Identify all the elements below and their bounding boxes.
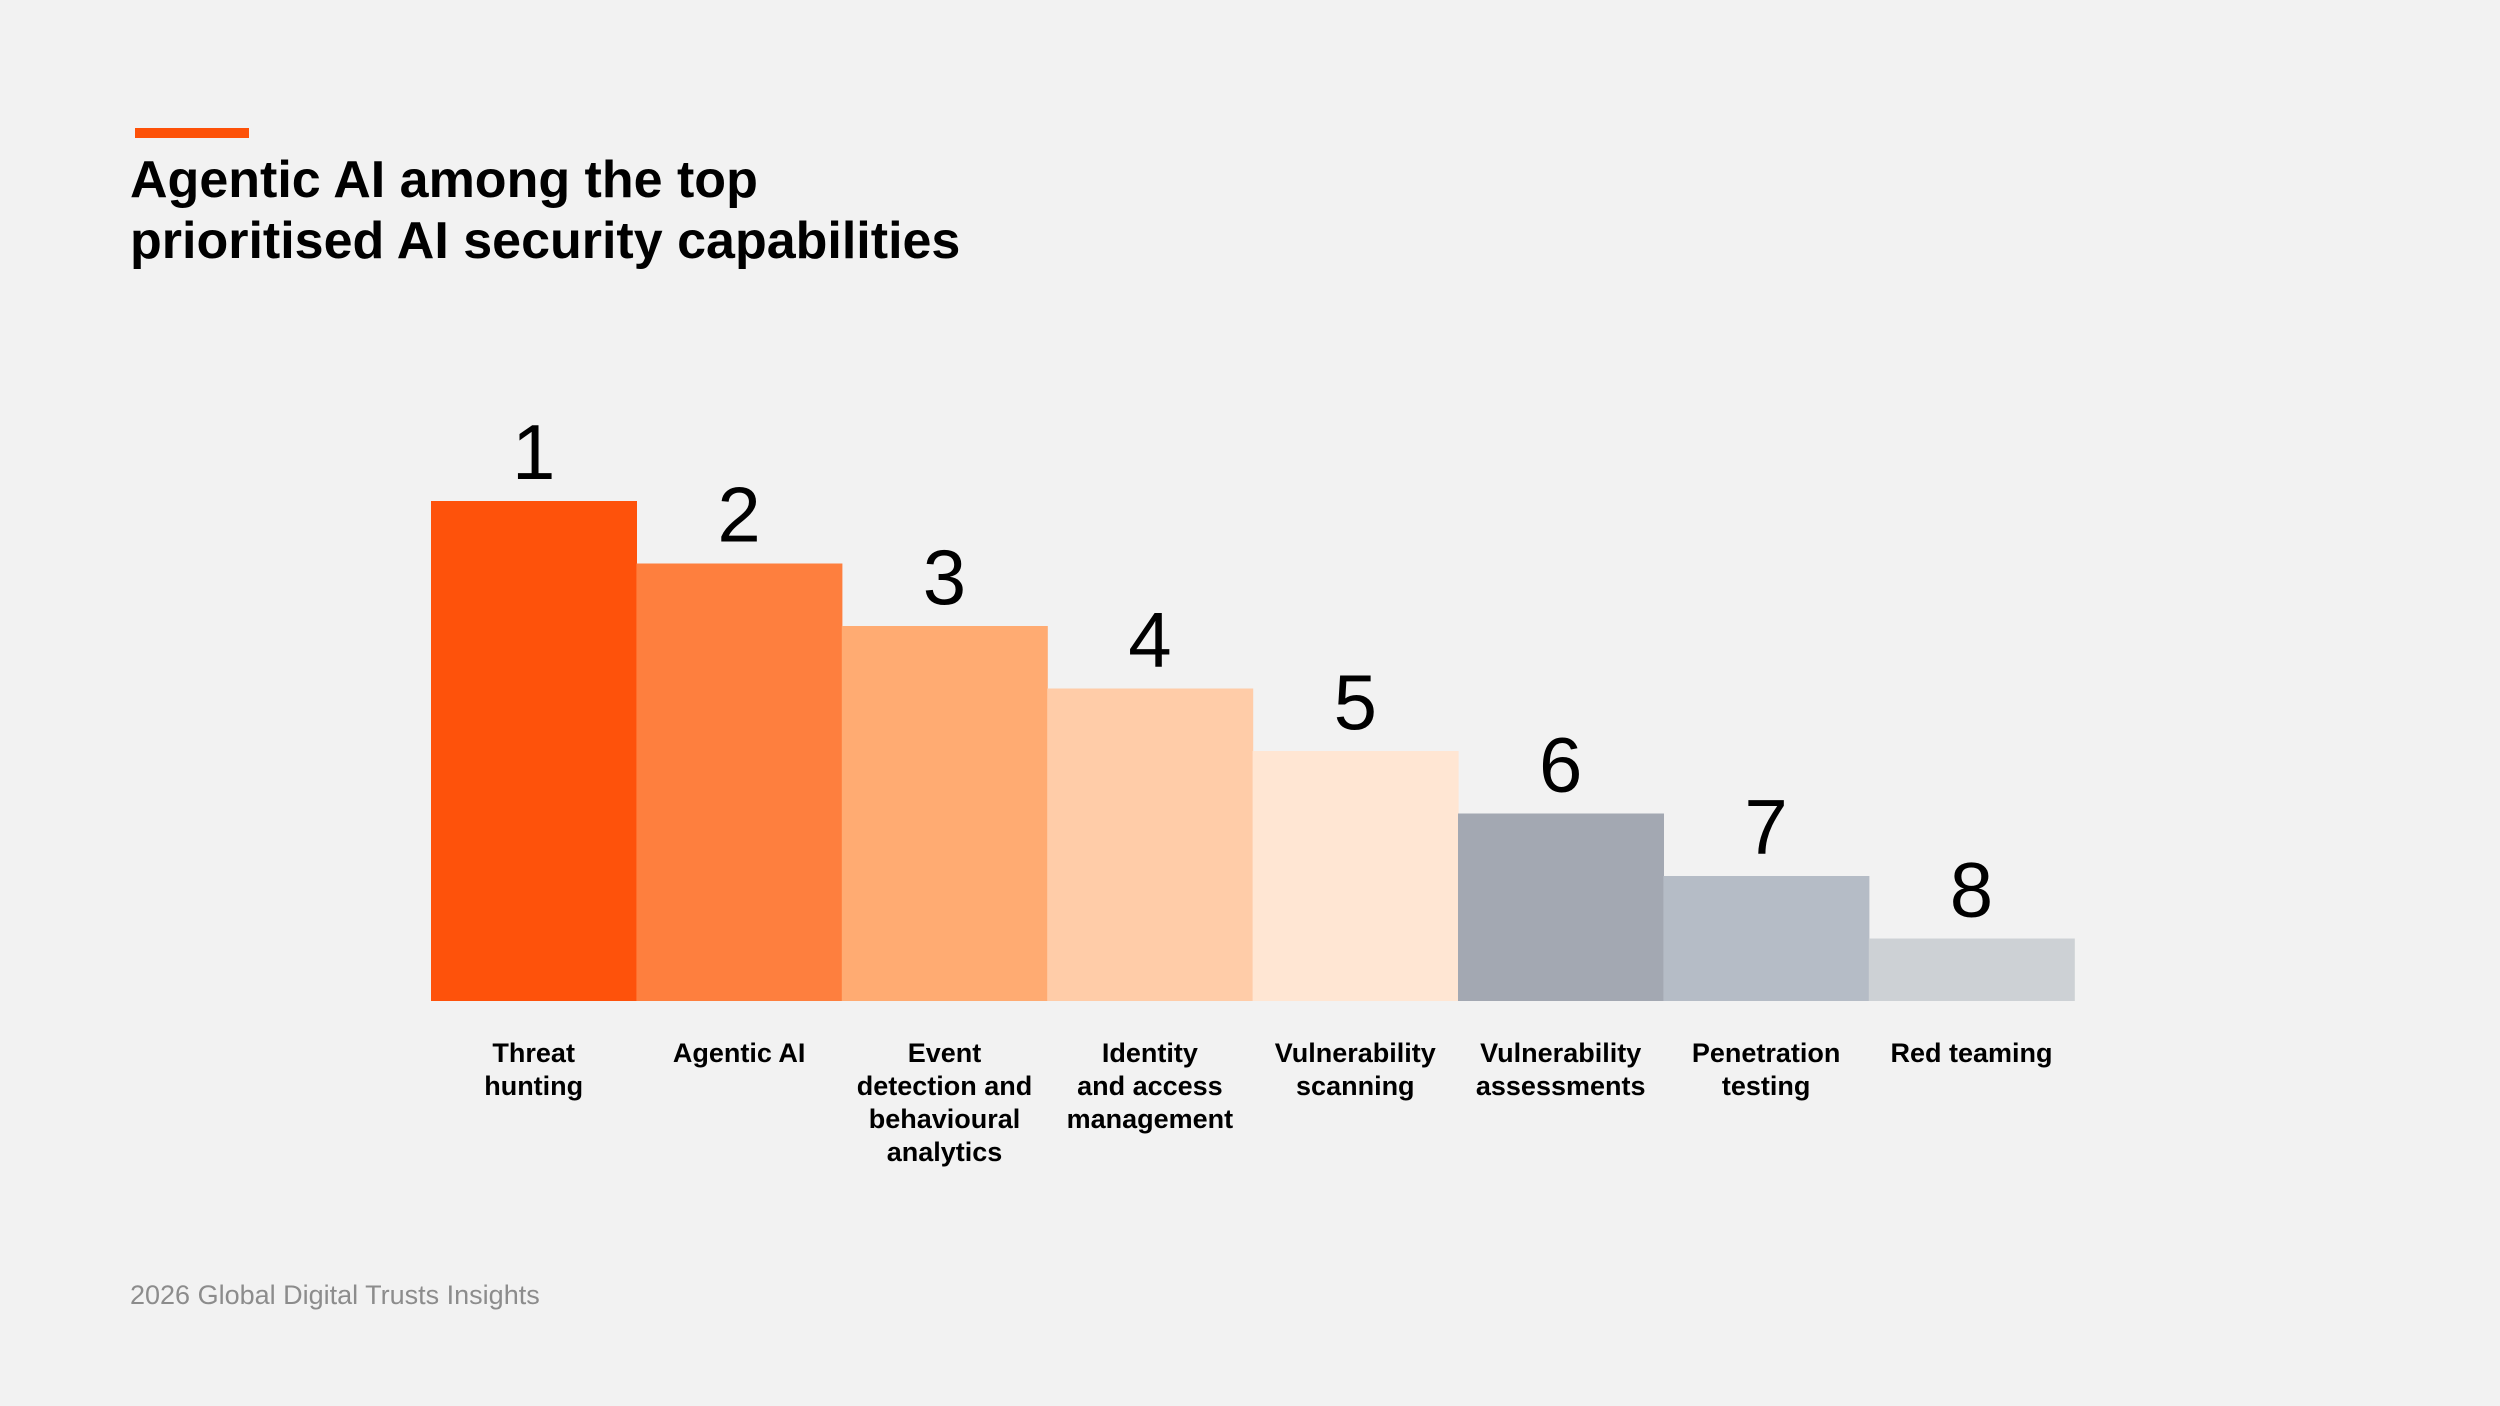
category-label: Threat hunting bbox=[484, 1038, 583, 1101]
bar-rank-4 bbox=[1047, 688, 1254, 1001]
category-label-line: analytics bbox=[887, 1137, 1003, 1167]
rank-label: 6 bbox=[1539, 721, 1582, 809]
bar-rank-6 bbox=[1458, 813, 1664, 1001]
rank-label: 5 bbox=[1334, 658, 1377, 746]
category-label-line: scanning bbox=[1296, 1071, 1415, 1101]
category-label-line: Event bbox=[908, 1038, 982, 1068]
category-label: Agentic AI bbox=[673, 1038, 806, 1068]
category-label-line: management bbox=[1067, 1104, 1234, 1134]
category-label-line: hunting bbox=[484, 1071, 583, 1101]
bar-rank-2 bbox=[636, 563, 843, 1001]
bar-rank-3 bbox=[841, 626, 1048, 1001]
source-footer: 2026 Global Digital Trusts Insights bbox=[130, 1280, 540, 1310]
category-label-line: Vulnerability bbox=[1275, 1038, 1436, 1068]
title-accent-bar bbox=[135, 128, 249, 138]
rank-label: 4 bbox=[1128, 596, 1171, 684]
bar-rank-5 bbox=[1252, 751, 1459, 1001]
category-label-line: testing bbox=[1722, 1071, 1811, 1101]
category-label-line: Vulnerability bbox=[1480, 1038, 1641, 1068]
category-label-line: assessments bbox=[1476, 1071, 1646, 1101]
rank-label: 2 bbox=[717, 471, 760, 559]
rank-label: 1 bbox=[512, 408, 555, 496]
category-label-line: behavioural bbox=[869, 1104, 1021, 1134]
category-label: Red teaming bbox=[1890, 1038, 2052, 1068]
page-title: Agentic AI among the top prioritised AI … bbox=[130, 150, 1230, 272]
category-label-line: Agentic AI bbox=[673, 1038, 806, 1068]
category-label-line: Penetration bbox=[1692, 1038, 1841, 1068]
category-label-line: detection and bbox=[857, 1071, 1033, 1101]
category-label-line: Red teaming bbox=[1890, 1038, 2052, 1068]
rank-label: 8 bbox=[1950, 846, 1993, 934]
category-label-line: Identity bbox=[1102, 1038, 1198, 1068]
bar-rank-1 bbox=[431, 501, 637, 1001]
category-label: Vulnerability scanning bbox=[1275, 1038, 1436, 1101]
category-label-line: and access bbox=[1077, 1071, 1223, 1101]
bar-rank-8 bbox=[1868, 938, 2075, 1001]
category-label-line: Threat bbox=[492, 1038, 575, 1068]
bar-rank-7 bbox=[1663, 876, 1870, 1001]
category-label: Identity and access management bbox=[1067, 1038, 1234, 1134]
title-line-1: Agentic AI among the top bbox=[130, 151, 758, 209]
category-label: Event detection and behavioural analytics bbox=[857, 1038, 1033, 1167]
rank-label: 7 bbox=[1744, 783, 1787, 871]
title-line-2: prioritised AI security capabilities bbox=[130, 212, 961, 270]
rank-label: 3 bbox=[923, 533, 966, 621]
category-label: Vulnerability assessments bbox=[1476, 1038, 1646, 1101]
category-label: Penetration testing bbox=[1692, 1038, 1841, 1101]
